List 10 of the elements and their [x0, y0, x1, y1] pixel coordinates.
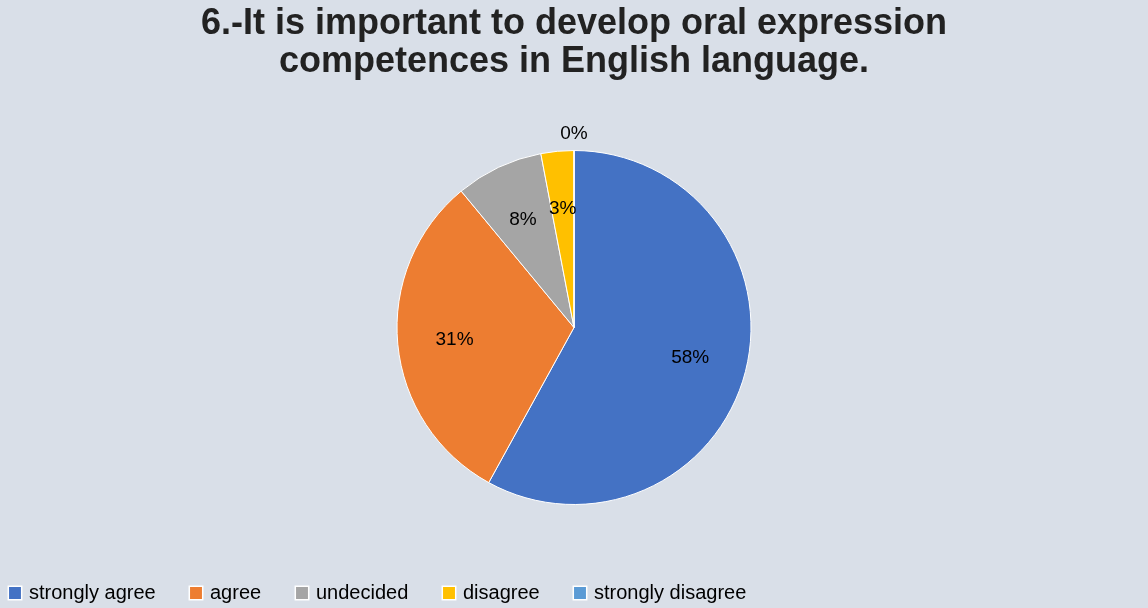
text: 6.-It is important to develop oral expression — [200, 1, 948, 42]
legend-label: disagree — [463, 581, 540, 603]
data-label: 8% — [509, 207, 537, 229]
legend-label: strongly disagree — [594, 581, 747, 603]
text: 0% — [560, 121, 588, 143]
data-label: 58% — [671, 346, 710, 368]
legend-label: agree — [210, 581, 262, 603]
legend-label: undecided — [316, 581, 409, 603]
data-label: 31% — [435, 327, 474, 349]
legend-label: strongly agree — [29, 581, 156, 603]
